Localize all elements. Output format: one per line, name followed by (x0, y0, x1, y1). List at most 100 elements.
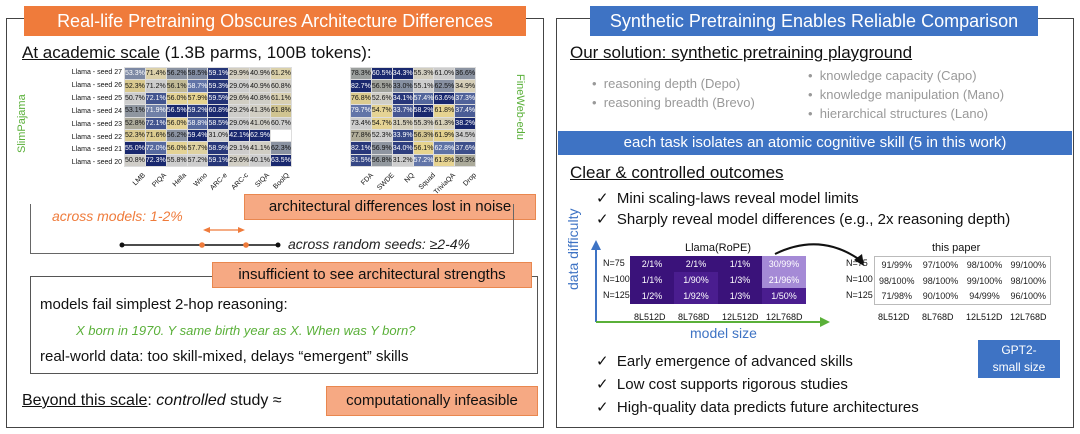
grid-cell: 97/100% (918, 256, 963, 273)
heatmap-cell: 79.7% (350, 104, 372, 118)
grid-row: 2/1% 2/1% 1/1% 30/99% (630, 256, 806, 272)
heatmap-cell: 61.1% (270, 91, 292, 106)
heatmap-cell: 34.3% (391, 66, 414, 81)
grid-cell: 1/1% (630, 272, 674, 288)
task-item: • hierarchical structures (Lano) (808, 106, 989, 121)
dataset-right-label: FineWeb-edu (514, 74, 526, 140)
example-text: X born in 1970. Y same birth year as X. … (76, 323, 416, 338)
task-item: • reasoning depth (Depo) (592, 76, 741, 91)
heatmap-cell: 41.3% (249, 104, 272, 118)
heatmap-cell: 52.3% (124, 79, 146, 93)
heatmap-row-label: Llama - seed 27 (71, 69, 122, 76)
academic-prefix: At academic scale (22, 43, 160, 62)
grid-row: 1/2% 1/92% 1/3% 1/50% (630, 288, 806, 304)
grid-col-label: 12L768D (766, 312, 803, 322)
heatmap-cell: 55.3% (412, 116, 435, 130)
grid-row-label: N=100 (846, 274, 873, 284)
heatmap-cell: 59.3% (207, 79, 230, 93)
heatmap-row: 78.3% 60.5% 34.3% 55.3% 61.0% 36.6% (350, 66, 477, 81)
grid-row: 91/99% 97/100% 98/100% 99/100% (874, 256, 1051, 273)
heatmap-cell: 37.3% (454, 91, 477, 106)
heatmap-cell: 56.1% (412, 141, 435, 155)
heatmap-cell: 38.2% (454, 116, 477, 130)
check-icon: ✓ (596, 211, 609, 228)
heatmap-cell: 62.3% (270, 141, 292, 155)
check-icon: ✓ (596, 353, 609, 370)
heatmap-cell: 76.8% (350, 91, 372, 106)
academic-heading: At academic scale (1.3B parms, 100B toke… (22, 43, 372, 63)
heatmap-row-label: Llama - seed 26 (71, 81, 122, 89)
heatmap-cell: 40.1% (249, 153, 272, 168)
heatmap-row-label: Llama - seed 21 (71, 146, 122, 154)
heatmap-cell: 54.7% (370, 116, 393, 130)
heatmap-cell: 37.4% (454, 104, 477, 118)
grid-cell: 99/100% (1006, 256, 1051, 273)
heatmap-cell: 71.9% (144, 104, 167, 118)
heatmap-row: 79.7% 54.7% 33.7% 58.2% 61.8% 37.4% (350, 104, 477, 118)
grid-row-label: N=100 (603, 274, 630, 284)
heatmap-cell: 41.0% (249, 116, 272, 130)
heatmap-cell: 61.8% (433, 104, 456, 118)
arch-lost-box: architectural differences lost in noise (244, 194, 536, 220)
heatmap-cell: 42.1% (228, 128, 251, 143)
grid-cell: 1/92% (674, 288, 718, 304)
heatmap-cell: 40.8% (249, 91, 272, 106)
fail-hop-text: models fail simplest 2-hop reasoning: (40, 296, 288, 313)
heatmap-cell: 55.1% (412, 79, 435, 93)
solution-heading: Our solution: synthetic pretraining play… (570, 43, 913, 62)
heatmap-cell: 58.2% (412, 104, 435, 118)
heatmap-cell: 56.2% (165, 66, 188, 81)
heatmap-cell: 72.0% (144, 141, 167, 155)
grid-cell: 1/3% (718, 272, 762, 288)
grid-col-label: 8L512D (634, 312, 666, 322)
heatmap-cell: 61.8% (270, 104, 292, 118)
grid-cell: 98/100% (874, 272, 919, 289)
heatmap-cell: 29.1% (228, 141, 251, 155)
heatmap-cell: 61.0% (433, 66, 456, 81)
left-banner: Real-life Pretraining Obscures Architect… (24, 6, 526, 36)
heatmap-cell: 61.9% (433, 128, 456, 143)
realworld-text: real-world data: too skill-mixed, delays… (40, 348, 409, 365)
heatmap-cell: 82.1% (350, 141, 372, 155)
heatmap-cell: 31.2% (391, 153, 414, 168)
grid-col-label: 12L512D (966, 312, 1003, 322)
heatmap-cell: 78.3% (350, 66, 372, 81)
heatmap-cell: 63.5% (270, 153, 292, 168)
heatmap-row: 53.3% 71.4% 56.2% 58.5% 59.1% 29.9% 40.9% 61.2% (124, 66, 292, 81)
heatmap-cell: 71.4% (144, 66, 167, 81)
heatmap-cell: 57.4% (412, 91, 435, 106)
grid-row: 98/100% 98/100% 99/100% 98/100% (874, 272, 1051, 289)
heatmap-cell: 36.6% (454, 66, 477, 81)
academic-suffix: (1.3B parms, 100B tokens): (159, 43, 372, 62)
heatmap-cell: 57.2% (412, 153, 435, 168)
bullet-item: ✓ High-quality data predicts future arch… (596, 399, 919, 416)
grid-cell: 21/96% (762, 272, 806, 288)
heatmap-cell: 56.2% (165, 128, 188, 143)
heatmap-right: 78.3% 60.5% 34.3% 55.3% 61.0% 36.6% 82.7% 56.5%… (350, 66, 477, 168)
check-icon: ✓ (596, 190, 609, 207)
heatmap-cell: 61.3% (433, 116, 456, 130)
paper-grid: 91/99% 97/100% 98/100% 99/100% 98/100% 98/100… (874, 256, 1051, 305)
heatmap-cell: 59.1% (207, 66, 230, 81)
outcomes-heading: Clear & controlled outcomes (570, 163, 784, 182)
heatmap-cell: 41.1% (249, 141, 272, 155)
heatmap-cell: 29.2% (228, 104, 251, 118)
grid-col-label: 8L512D (878, 312, 910, 322)
heatmap-cell: 58.5% (186, 66, 209, 81)
y-axis-label: data difficulty (565, 208, 581, 290)
check-icon: ✓ (596, 399, 609, 416)
heatmap-cell: 62.8% (433, 141, 456, 155)
grid-row-label: N=75 (846, 258, 868, 268)
grid-cell: 91/99% (874, 256, 919, 273)
seed-range-diagram (119, 227, 281, 248)
beyond-prefix: Beyond this scale (22, 392, 148, 409)
bullet-item: ✓ Low cost supports rigorous studies (596, 376, 848, 393)
heatmap-cell: 56.0% (165, 141, 188, 155)
heatmap-row-label: Llama - seed 25 (71, 94, 122, 102)
heatmap-row: 82.7% 56.5% 33.0% 55.1% 62.5% 34.9% (350, 79, 477, 93)
task-item: • knowledge capacity (Capo) (808, 68, 977, 83)
heatmap-cell: 52.6% (370, 91, 393, 106)
grid-cell: 2/1% (674, 256, 718, 272)
noise-group-box (30, 204, 514, 254)
bullet-item: ✓ Mini scaling-laws reveal model limits (596, 190, 859, 207)
